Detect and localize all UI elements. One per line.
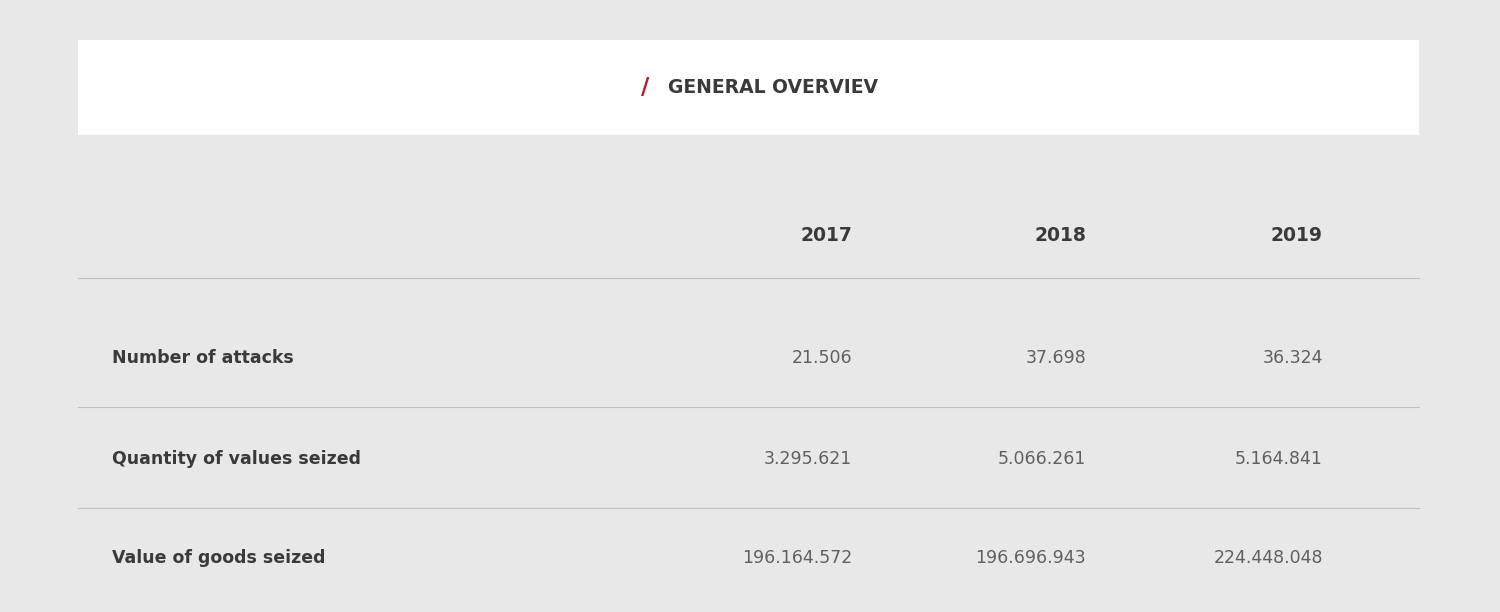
Text: 3.295.621: 3.295.621 [764, 450, 852, 468]
Text: 5.164.841: 5.164.841 [1234, 450, 1323, 468]
FancyBboxPatch shape [78, 40, 1419, 135]
Text: 2018: 2018 [1034, 226, 1086, 245]
Text: /: / [640, 76, 650, 99]
Text: GENERAL OVERVIEV: GENERAL OVERVIEV [668, 78, 878, 97]
Text: 2019: 2019 [1270, 226, 1323, 245]
Text: 5.066.261: 5.066.261 [998, 450, 1086, 468]
Text: 196.164.572: 196.164.572 [741, 549, 852, 567]
Text: 224.448.048: 224.448.048 [1214, 549, 1323, 567]
Text: 2017: 2017 [800, 226, 852, 245]
Text: 37.698: 37.698 [1026, 349, 1086, 367]
Text: 21.506: 21.506 [792, 349, 852, 367]
Text: 36.324: 36.324 [1263, 349, 1323, 367]
Text: 196.696.943: 196.696.943 [975, 549, 1086, 567]
Text: Number of attacks: Number of attacks [112, 349, 294, 367]
Text: Value of goods seized: Value of goods seized [112, 549, 326, 567]
Text: Quantity of values seized: Quantity of values seized [112, 450, 362, 468]
